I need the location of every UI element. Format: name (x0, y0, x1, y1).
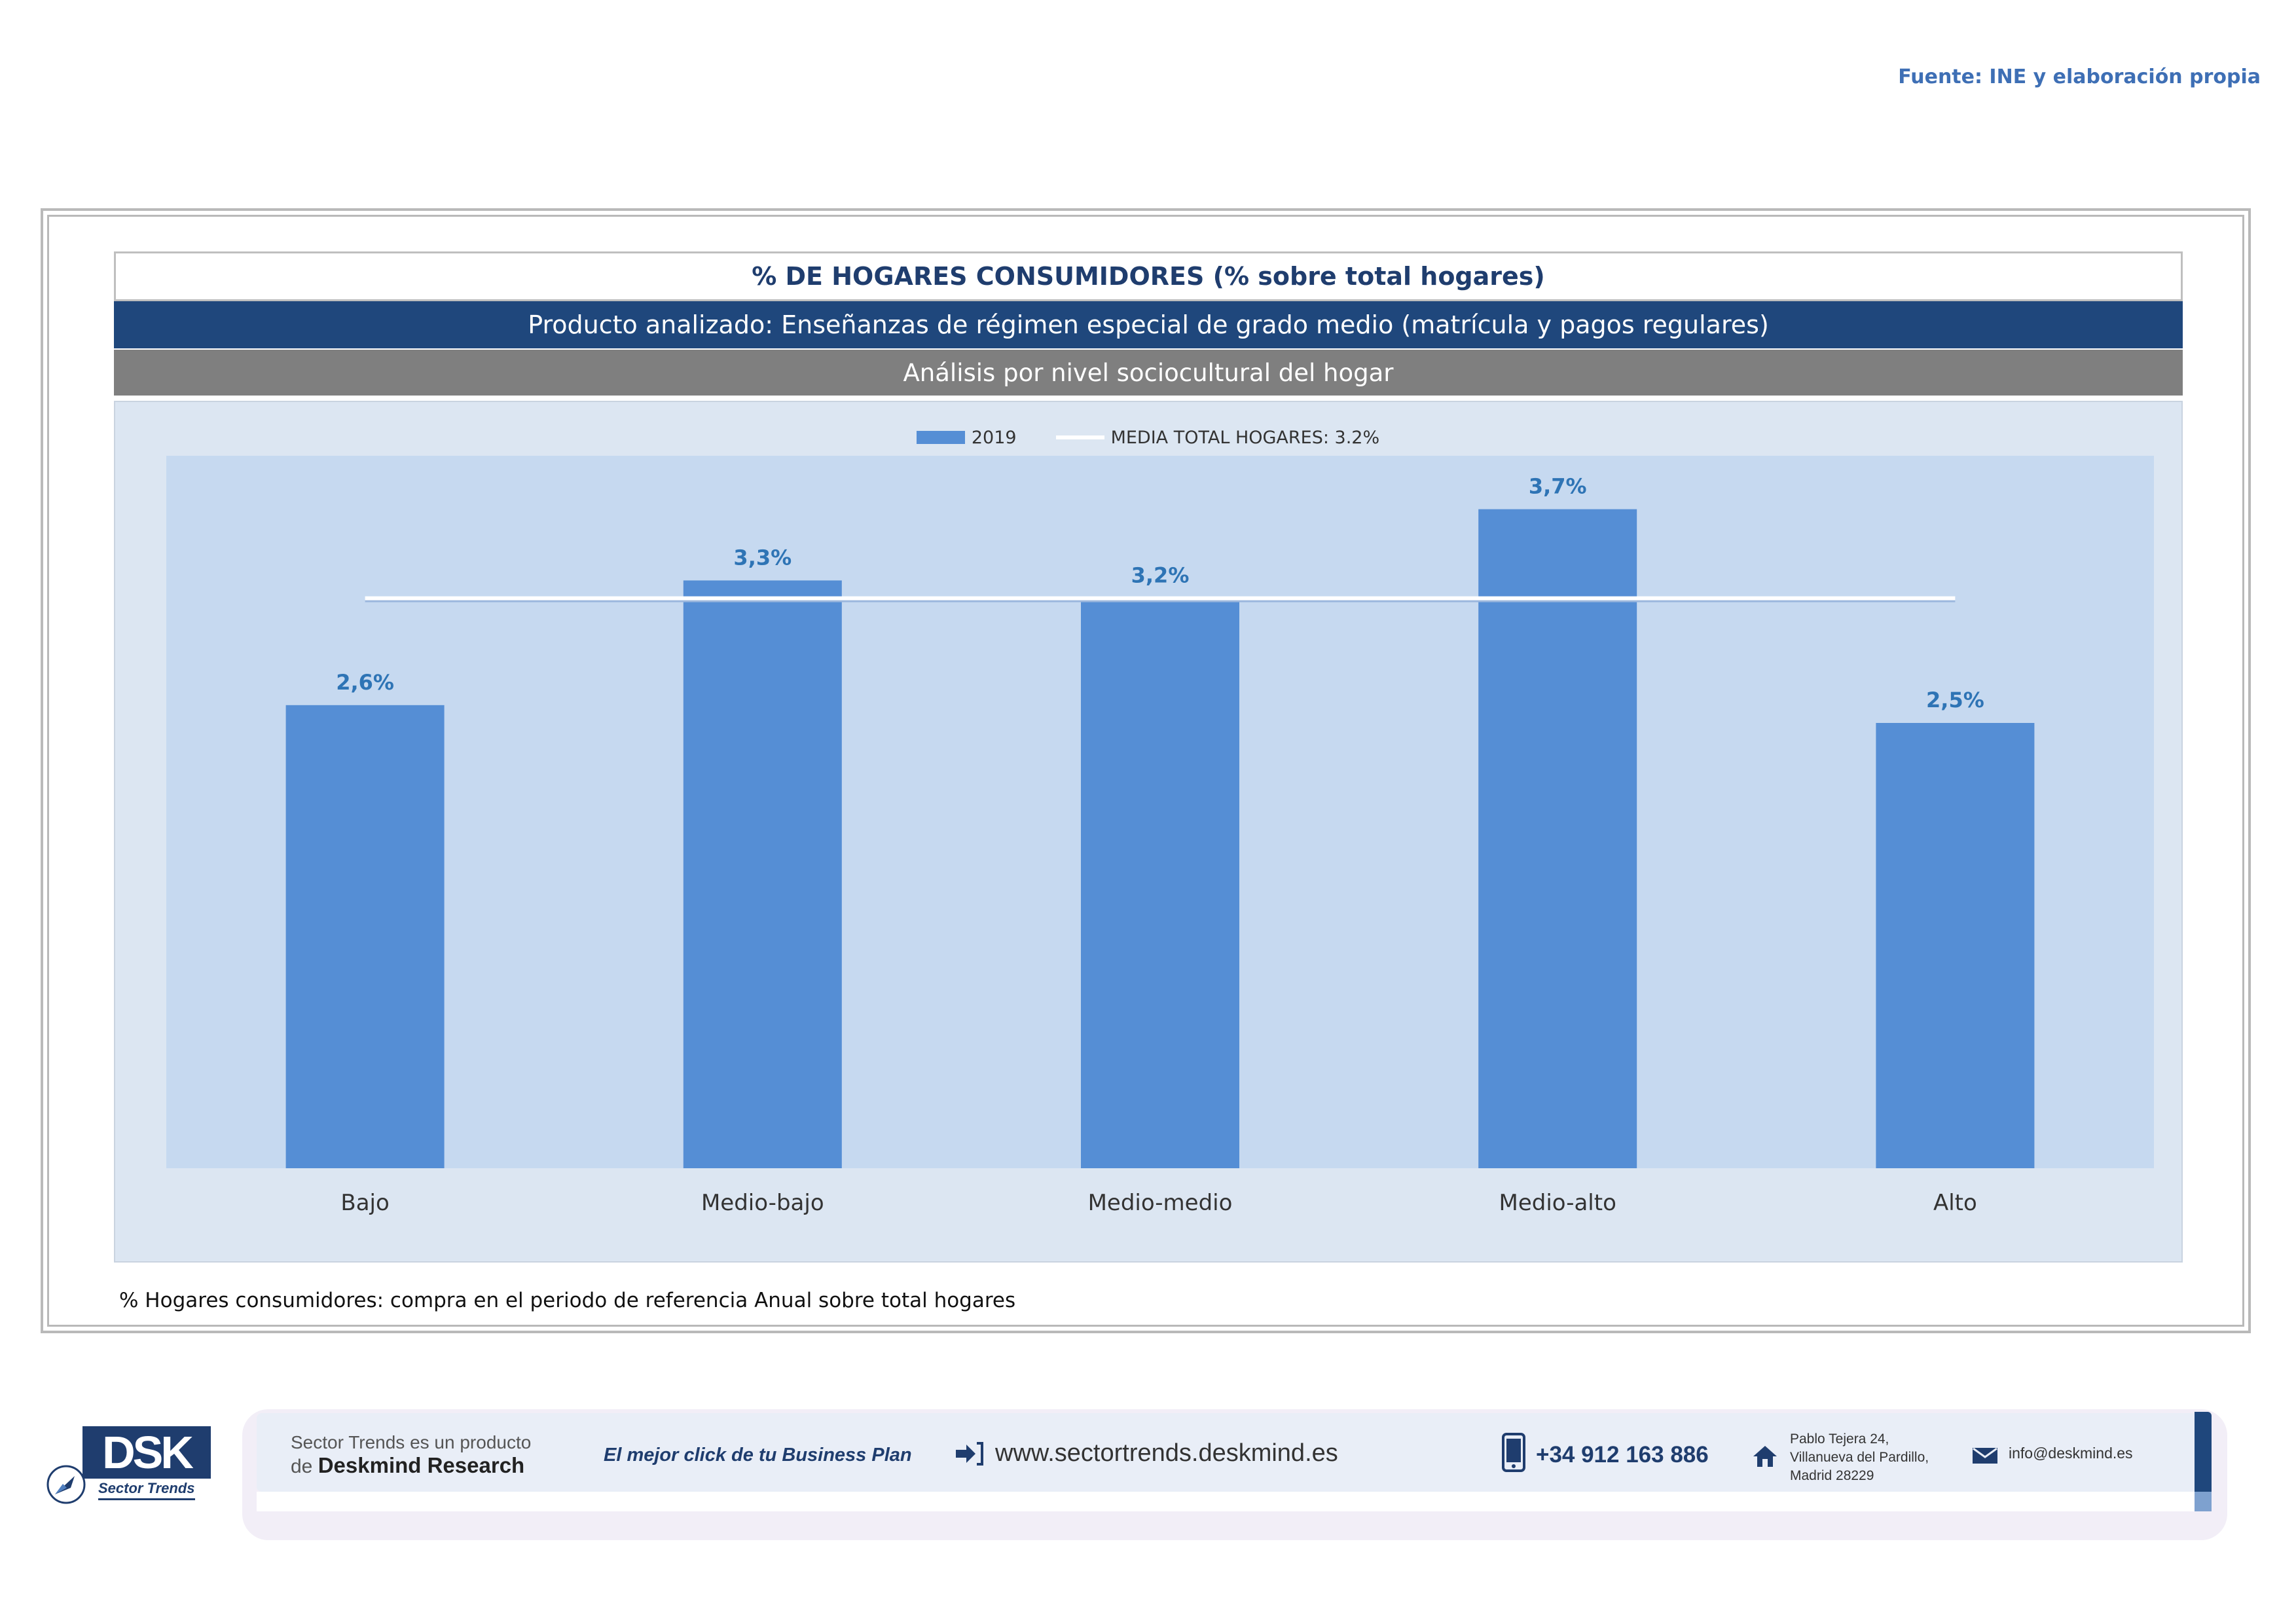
footer-website-link[interactable]: www.sectortrends.deskmind.es (995, 1439, 1338, 1467)
bar-medio-alto (1478, 509, 1637, 1168)
legend-bar-label: 2019 (971, 427, 1017, 448)
rocket-icon (46, 1465, 86, 1504)
dsk-logo-subtitle: Sector Trends (98, 1480, 195, 1500)
footer-edge-light (2195, 1492, 2212, 1511)
bar-alto (1876, 723, 2035, 1168)
chart-legend: 2019 MEDIA TOTAL HOGARES: 3.2% (0, 424, 2296, 451)
legend-item-2019: 2019 (916, 427, 1017, 448)
footer-product-line: Sector Trends es un producto (291, 1432, 532, 1452)
bar-bajo (285, 705, 445, 1168)
data-label-medio-alto: 3,7% (1529, 474, 1587, 499)
source-note: Fuente: INE y elaboración propia (1898, 65, 2261, 88)
legend-line-label: MEDIA TOTAL HOGARES: 3.2% (1110, 427, 1380, 448)
footer-address-line-1: Pablo Tejera 24, (1790, 1431, 1889, 1447)
footer-slogan: El mejor click de tu Business Plan (604, 1445, 912, 1466)
footer-address: Pablo Tejera 24, Villanueva del Pardillo… (1790, 1430, 1929, 1485)
footer-email-link[interactable]: info@deskmind.es (2009, 1445, 2133, 1462)
footer-address-line-2: Villanueva del Pardillo, (1790, 1450, 1929, 1465)
footer-address-line-3: Madrid 28229 (1790, 1468, 1874, 1483)
inner-frame (47, 215, 2244, 1327)
legend-bar-swatch (916, 431, 965, 444)
footnote: % Hogares consumidores: compra en el per… (119, 1289, 1016, 1312)
analysis-banner: Análisis por nivel sociocultural del hog… (114, 350, 2183, 396)
link-arrow-icon (956, 1442, 983, 1466)
data-label-alto: 2,5% (1926, 688, 1984, 712)
dsk-logo[interactable]: DSK Sector Trends (46, 1426, 223, 1505)
footer-brand-line: de Deskmind Research (291, 1453, 524, 1478)
bar-medio-bajo (683, 580, 842, 1168)
home-icon (1753, 1446, 1777, 1467)
footer-strip (257, 1492, 2212, 1511)
legend-line-swatch (1055, 435, 1104, 439)
x-tick-bajo: Bajo (340, 1190, 389, 1216)
chart-title: % DE HOGARES CONSUMIDORES (% sobre total… (114, 251, 2183, 301)
footer-inner (257, 1413, 2212, 1492)
phone-icon (1502, 1433, 1525, 1472)
footer-phone[interactable]: +34 912 163 886 (1536, 1442, 1709, 1467)
data-label-bajo: 2,6% (336, 670, 394, 695)
footer-brand-name: Deskmind Research (318, 1453, 525, 1477)
x-tick-alto: Alto (1933, 1190, 1977, 1216)
bar-medio-medio (1081, 598, 1239, 1168)
data-label-medio-medio: 3,2% (1131, 563, 1190, 588)
outer-frame (41, 208, 2251, 1333)
x-tick-medio-alto: Medio-alto (1499, 1190, 1616, 1216)
data-label-medio-bajo: 3,3% (733, 545, 792, 570)
x-tick-medio-medio: Medio-medio (1088, 1190, 1233, 1216)
legend-item-media: MEDIA TOTAL HOGARES: 3.2% (1055, 427, 1380, 448)
footer-brand-prefix: de (291, 1456, 313, 1477)
product-banner: Producto analizado: Enseñanzas de régime… (114, 301, 2183, 348)
dsk-logo-text: DSK (82, 1426, 211, 1479)
x-tick-medio-bajo: Medio-bajo (701, 1190, 824, 1216)
mail-icon (1973, 1447, 1997, 1464)
